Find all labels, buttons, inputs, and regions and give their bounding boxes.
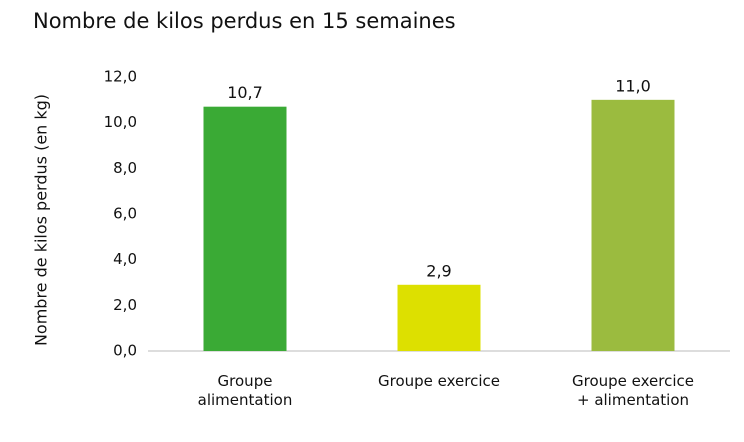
bar	[591, 99, 675, 351]
x-tick-label: Groupe exercice + alimentation	[572, 372, 694, 409]
value-label: 10,7	[227, 83, 263, 102]
chart-title: Nombre de kilos perdus en 15 semaines	[33, 9, 456, 33]
y-tick-label: 8,0	[113, 159, 137, 177]
x-tick-label: Groupe exercice	[378, 372, 500, 390]
y-tick-label: 2,0	[113, 296, 137, 314]
y-tick-label: 0,0	[113, 342, 137, 360]
bar	[397, 284, 481, 351]
y-tick-label: 6,0	[113, 205, 137, 223]
y-axis-label: Nombre de kilos perdus (en kg)	[32, 94, 51, 346]
value-label: 11,0	[615, 76, 651, 95]
y-tick-label: 4,0	[113, 250, 137, 268]
y-tick-label: 12,0	[104, 68, 137, 86]
x-tick-label: Groupe alimentation	[198, 372, 293, 409]
bar	[203, 106, 287, 351]
y-tick-label: 10,0	[104, 113, 137, 131]
value-label: 2,9	[426, 261, 451, 280]
